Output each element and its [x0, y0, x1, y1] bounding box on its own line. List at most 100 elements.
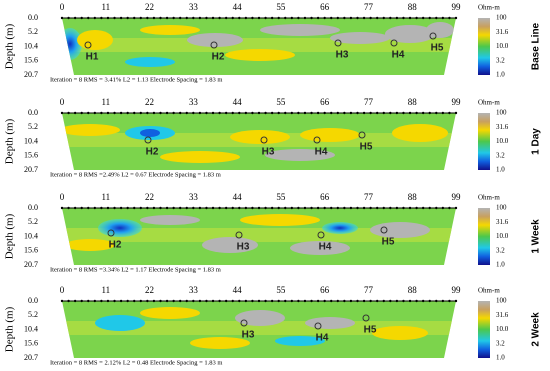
electrode	[402, 206, 405, 210]
electrode	[67, 111, 70, 115]
electrode	[73, 16, 77, 20]
depth-tick-label: 10.4	[24, 136, 38, 145]
electrode	[297, 206, 300, 210]
electrode	[428, 206, 431, 210]
electrode	[244, 16, 248, 20]
electrode	[395, 206, 399, 210]
electrode	[369, 299, 372, 303]
electrode	[389, 206, 392, 210]
colorbar-unit: Ohm-m	[478, 194, 500, 202]
electrode	[238, 299, 241, 303]
anomaly-label: H3	[262, 147, 275, 158]
electrode	[172, 111, 175, 115]
x-tick-label: 66	[320, 285, 330, 295]
electrode	[192, 16, 195, 20]
electrode	[382, 299, 385, 303]
electrode	[277, 16, 280, 20]
electrode	[257, 299, 261, 303]
electrode	[264, 16, 267, 20]
electrode	[119, 299, 123, 303]
resistivity-zone	[392, 124, 448, 142]
x-tick-label: 99	[452, 97, 462, 107]
resistivity-zone	[140, 215, 200, 225]
electrode	[73, 111, 77, 115]
x-tick-label: 33	[189, 97, 199, 107]
electrode	[119, 16, 123, 20]
electrode	[185, 206, 188, 210]
resistivity-zone	[62, 124, 120, 136]
electrode	[257, 111, 261, 115]
colorbar-tick-label: 10.0	[496, 325, 509, 333]
anomaly-marker	[235, 231, 243, 239]
anomaly-label: H2	[212, 52, 225, 63]
section	[62, 208, 456, 265]
electrode	[146, 206, 149, 210]
electrode	[316, 299, 320, 303]
electrode	[448, 299, 451, 303]
electrode	[435, 111, 438, 115]
electrode	[330, 299, 333, 303]
x-tick-label: 0	[60, 285, 65, 295]
anomaly-marker	[210, 41, 218, 49]
electrode	[336, 299, 339, 303]
x-tick-label: 66	[320, 97, 330, 107]
electrode	[133, 206, 136, 210]
electrode	[376, 206, 379, 210]
electrode	[362, 16, 366, 20]
electrode	[152, 299, 156, 303]
resistivity-zone	[305, 317, 355, 329]
electrode	[205, 299, 208, 303]
electrode	[454, 111, 458, 115]
depth-tick-label: 5.2	[28, 122, 38, 131]
electrode	[310, 206, 313, 210]
electrode	[389, 111, 392, 115]
section	[62, 113, 456, 170]
electrode	[343, 299, 346, 303]
electrode	[179, 111, 182, 115]
resistivity-zone	[370, 222, 430, 238]
electrode	[389, 299, 392, 303]
electrode	[454, 16, 458, 20]
electrode	[382, 111, 385, 115]
anomaly-label: H4	[315, 147, 328, 158]
depth-tick-label: 5.2	[28, 27, 38, 36]
depth-tick-label: 10.4	[24, 324, 38, 333]
depth-tick-label: 20.7	[24, 165, 38, 174]
electrode	[238, 206, 241, 210]
electrode	[441, 299, 445, 303]
colorbar-tick-label: 1.0	[496, 354, 505, 362]
colorbar-tick-label: 1.0	[496, 71, 505, 79]
electrode	[126, 111, 129, 115]
electrode	[362, 299, 366, 303]
electrode	[330, 16, 333, 20]
colorbar-unit: Ohm-m	[478, 287, 500, 295]
depth-tick-label: 5.2	[28, 310, 38, 319]
anomaly-marker	[317, 231, 325, 239]
electrode	[231, 16, 234, 20]
colorbar-tick-label: 31.6	[496, 311, 509, 319]
electrode	[238, 16, 241, 20]
electrode	[415, 111, 418, 115]
electrode	[100, 299, 103, 303]
electrode	[205, 111, 208, 115]
electrode	[198, 16, 202, 20]
depth-tick-label: 10.4	[24, 41, 38, 50]
anomaly-marker	[358, 131, 366, 139]
electrode	[382, 206, 385, 210]
y-axis-label: Depth (m)	[4, 23, 16, 69]
electrode	[139, 16, 142, 20]
colorbar	[478, 208, 490, 265]
electrode	[198, 206, 202, 210]
resistivity-zone	[300, 128, 360, 142]
electrode	[113, 299, 116, 303]
electrode	[297, 16, 300, 20]
resistivity-zone	[95, 315, 145, 331]
electrode	[316, 111, 320, 115]
x-tick-label: 55	[276, 285, 286, 295]
electrode	[73, 299, 77, 303]
electrode	[224, 299, 228, 303]
electrode	[146, 111, 149, 115]
anomaly-marker	[380, 226, 388, 234]
electrode	[369, 206, 372, 210]
electrode	[310, 299, 313, 303]
